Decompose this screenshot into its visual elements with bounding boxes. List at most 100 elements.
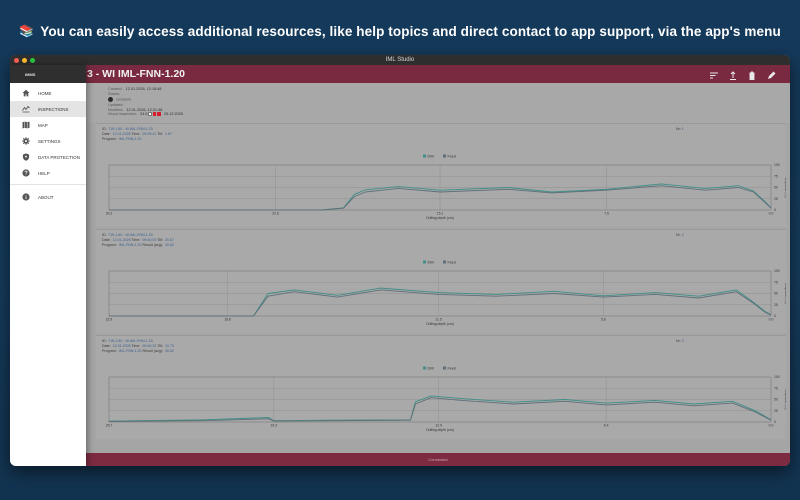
date-value: 12.01.2026 [112,344,131,348]
inspections-icon [22,105,30,113]
nav-item-data-protection[interactable]: DATA PROTECTION [10,149,86,165]
panel-id-row: ID: TW-1.60 - W-IML-FNN-1.20 [102,339,153,343]
legend-swatch [423,154,426,158]
book-emoji: 📚 [19,24,35,38]
y-tick-label: 50 [774,398,778,402]
id-value: TW-1.60 - W-IML-FNN-1.20 [108,339,153,343]
status-bar: Connected [86,453,790,466]
drilling-chart-3: Drill Feed 100 75 50 25 0 25.7 19.3 12.9 6.4 0.0 Dri… [106,366,786,432]
drawer-header: IMMS [10,65,86,83]
x-tick-label: 22.6 [272,212,279,216]
program-label: Program: [102,137,117,141]
status-bar-label: Connected [428,457,448,462]
x-axis-label: Drilling depth (cm) [426,216,454,220]
drilling-chart-1: Drill Feed 100 75 50 25 0 30.2 22.6 15.1 7.5 0.0 Dri… [106,154,786,220]
shield-icon [22,153,30,161]
nav-item-about[interactable]: ABOUT [10,189,86,205]
legend-label: Feed [448,260,456,264]
drilling-chart-2: Drill Feed 100 75 50 25 0 22.9 18.8 11.5 5.8 0.0 Dri… [106,260,786,326]
info-icon [22,193,30,201]
nav-item-help[interactable]: HELP [10,165,86,181]
x-tick-label: 7.5 [604,212,609,216]
updated-label: Updated: [108,103,124,107]
edit-icon[interactable] [766,68,776,79]
x-tick-label: 0.0 [769,424,774,428]
minimize-window-button[interactable] [22,57,27,63]
y-tick-label: 75 [774,280,778,284]
nav-item-label: ABOUT [38,194,54,200]
modified-value: 12.01.2026, 12:21:48 [126,107,163,112]
time-value: 09:40:09 [142,238,157,242]
date-value: 12.01.2026 [112,238,131,242]
result-value: 39.82 [164,349,174,353]
result-value: 39.82 [164,243,174,247]
y-tick-label: 25 [774,197,778,201]
result-label: Result (avg): [142,243,163,247]
assessment-value: 24.6 [140,112,148,116]
y-tick-label: 0 [774,208,776,212]
nr-label: Nr: [676,127,681,131]
id-value: TW-1.60 - W-IML-FNN-1.20 [108,127,153,131]
promo-caption-text: You can easily access additional resourc… [40,23,781,39]
series-line-drill [108,395,772,422]
tilt-label: Tilt: [157,344,163,348]
x-tick-label: 30.2 [106,212,113,216]
panel-id-row: ID: TW-1.60 - W-IML-FNN-1.20 [102,233,153,237]
measurement-panel-3[interactable]: ID: TW-1.60 - W-IML-FNN-1.20 Date: 12.01.2… [96,335,786,439]
x-tick-label: 25.7 [106,424,113,428]
program-value: IML-FNN-1.20 [118,137,142,141]
share-icon[interactable] [728,68,738,80]
series-line-drill [109,287,772,317]
y-axis-label: Amplitude (%) [784,283,786,303]
close-window-button[interactable] [14,57,19,63]
legend-label: Feed [448,154,456,158]
sort-icon[interactable] [709,68,719,79]
tilt-value: 20.87 [164,238,174,242]
created-value: 12.01.2026, 12:18:48 [125,87,162,91]
legend-label: Drill [428,154,434,158]
assessment-date: 25.12.2025 [163,112,183,116]
y-tick-label: 0 [774,420,776,424]
legend-label: Drill [428,260,434,264]
time-label: Time: [131,238,141,242]
panel-program-row: Program: IML-FNN-1.20 [102,137,144,141]
measurement-panel-1[interactable]: ID: TW-1.60 - W-IML-FNN-1.20 Date: 12.01.2… [96,123,786,227]
x-tick-label: 12.9 [435,424,442,428]
panel-date-row: Date: 12.01.2026 Time: 09:40:33 Tilt: 10.73 [102,344,174,348]
tilt-label: Tilt: [157,238,163,242]
nr-label: Nr: [676,339,681,343]
time-value: 09:40:33 [142,344,157,348]
nav-item-map[interactable]: MAP [10,117,86,133]
y-tick-label: 100 [774,269,780,273]
panel-number: Nr: 2 [676,233,684,237]
plot-frame [108,270,772,317]
date-value: 12.01.2026 [112,132,131,136]
x-tick-label: 22.9 [106,318,113,322]
panel-program-row: Program: IML-FNN-1.20 Result (avg): 39.82 [102,349,174,353]
modified-row: Modified: 12.01.2026, 12:21:48 [108,108,162,112]
time-value: 09:39:41 [142,132,157,136]
y-tick-label: 50 [774,186,778,190]
measurement-panel-2[interactable]: ID: TW-1.60 - W-IML-FNN-1.20 Date: 12.01.2… [96,229,786,333]
x-tick-label: 6.4 [604,424,609,428]
window-title: IML Studio [385,57,415,63]
nav-item-inspections[interactable]: INSPECTIONS [10,101,86,117]
window-controls [14,57,35,63]
status-value: complete [116,97,132,102]
y-axis-label: Amplitude (%) [784,177,786,197]
navigation-drawer: IMMS HOME INSPECTIONS MAP SETTINGS DATA … [10,65,86,466]
maximize-window-button[interactable] [30,57,35,63]
legend-label: Feed [448,366,456,370]
program-label: Program: [102,349,117,353]
nav-item-label: SETTINGS [38,138,61,144]
panel-number: Nr: 1 [676,127,684,131]
nav-item-label: HOME [38,90,52,96]
inspection-content[interactable]: Created: 12.01.2026, 12:18:48 Status: com… [86,83,790,453]
y-tick-label: 75 [774,174,778,178]
nav-item-home[interactable]: HOME [10,85,86,101]
delete-icon[interactable] [747,68,757,80]
plot-frame [108,376,772,423]
nav-item-settings[interactable]: SETTINGS [10,133,86,149]
legend-swatch [423,260,426,264]
id-label: ID: [102,127,107,131]
